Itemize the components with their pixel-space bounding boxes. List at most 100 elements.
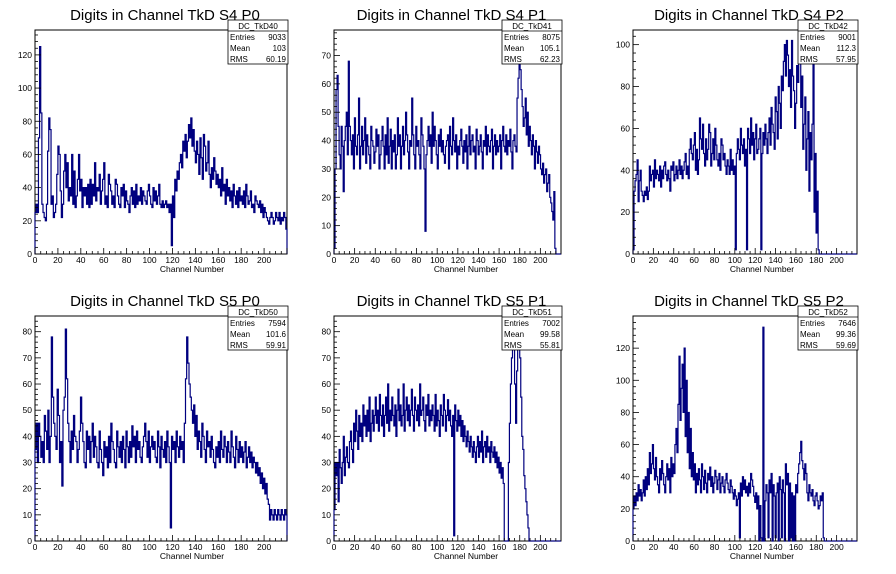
x-tick-label: 140 (188, 255, 202, 265)
stats-value-mean: 105.1 (540, 44, 561, 53)
stats-label-rms: RMS (800, 341, 818, 350)
x-tick-label: 200 (830, 255, 844, 265)
x-tick-label: 180 (234, 255, 248, 265)
stats-value-rms: 59.91 (266, 341, 287, 350)
x-tick-label: 60 (689, 542, 699, 552)
stats-label-mean: Mean (504, 44, 524, 53)
stats-name: DC_TkD52 (808, 308, 848, 317)
stats-label-rms: RMS (504, 341, 522, 350)
plot-frame (34, 29, 288, 255)
y-tick-label: 40 (322, 136, 332, 146)
stats-value-entries: 8075 (542, 33, 560, 42)
histogram-panel-2: Digits in Channel TkD S4 P10 20 40 60 80 100 1… (322, 7, 563, 274)
x-tick-label: 100 (728, 542, 742, 552)
stats-name: DC_TkD40 (238, 22, 278, 31)
x-tick-label: 0 (332, 542, 337, 552)
x-tick-label: 40 (76, 542, 86, 552)
x-tick-label: 160 (789, 255, 803, 265)
plot-frame (333, 29, 562, 255)
y-tick-label: 70 (322, 51, 332, 61)
x-tick-label: 80 (412, 542, 422, 552)
y-tick-label: 0 (625, 536, 630, 546)
stats-value-mean: 112.3 (837, 44, 857, 53)
x-tick-label: 120 (165, 255, 179, 265)
histogram-series-line (632, 326, 857, 542)
histogram-title: Digits in Channel TkD S5 P2 (654, 293, 844, 310)
histogram-series-line (34, 328, 288, 541)
stats-label-entries: Entries (504, 33, 529, 42)
y-tick-label: 80 (621, 407, 631, 417)
x-axis-label: Channel Number (160, 551, 224, 561)
histogram-title: Digits in Channel TkD S4 P1 (357, 7, 547, 24)
x-tick-label: 180 (513, 542, 527, 552)
x-tick-label: 80 (710, 255, 720, 265)
x-axis-label: Channel Number (730, 264, 794, 274)
y-tick-label: 20 (23, 216, 33, 226)
stats-box: DC_TkD50 Entries 7594 Mean 101.6 RMS 59.91 (227, 305, 289, 351)
x-tick-label: 0 (33, 542, 38, 552)
histogram-panel-5: Digits in Channel TkD S5 P10 20 40 60 80 100 1… (322, 293, 563, 561)
stats-label-entries: Entries (800, 319, 825, 328)
y-tick-label: 20 (621, 504, 631, 514)
stats-value-rms: 59.69 (836, 341, 857, 350)
histogram-series-line (632, 39, 857, 255)
stats-box: DC_TkD51 Entries 7002 Mean 99.58 RMS 55.81 (501, 305, 563, 351)
x-tick-label: 20 (649, 542, 659, 552)
stats-name: DC_TkD41 (512, 22, 552, 31)
y-tick-label: 10 (23, 510, 33, 520)
stats-box-frame (797, 305, 859, 351)
x-tick-label: 160 (492, 255, 506, 265)
y-tick-label: 0 (625, 249, 630, 259)
x-tick-label: 200 (830, 542, 844, 552)
stats-box-frame (797, 19, 859, 65)
x-tick-label: 100 (142, 255, 156, 265)
stats-label-rms: RMS (504, 55, 522, 64)
histogram-panel-1: Digits in Channel TkD S4 P0 0 20 40 60 80 100 1… (18, 7, 289, 274)
y-tick-label: 120 (616, 343, 630, 353)
stats-label-entries: Entries (800, 33, 825, 42)
x-tick-label: 20 (350, 255, 360, 265)
x-tick-label: 20 (53, 542, 63, 552)
y-tick-label: 70 (322, 353, 332, 363)
histogram-panel-3: Digits in Channel TkD S4 P2 0 20 40 60 80 100 1… (616, 7, 859, 274)
stats-value-entries: 9001 (838, 33, 856, 42)
stats-label-entries: Entries (230, 319, 255, 328)
y-tick-label: 120 (18, 50, 32, 60)
y-tick-label: 80 (23, 116, 33, 126)
stats-label-mean: Mean (800, 44, 820, 53)
stats-value-rms: 57.95 (836, 55, 857, 64)
stats-value-entries: 9033 (268, 33, 286, 42)
histogram-title: Digits in Channel TkD S5 P0 (70, 293, 260, 310)
y-tick-label: 60 (621, 440, 631, 450)
x-tick-label: 140 (768, 255, 782, 265)
stats-value-rms: 60.19 (266, 55, 287, 64)
stats-label-mean: Mean (800, 330, 820, 339)
stats-box-frame (227, 19, 289, 65)
x-tick-label: 160 (789, 542, 803, 552)
histogram-series-line (333, 32, 561, 255)
y-tick-label: 100 (616, 375, 630, 385)
y-tick-label: 80 (621, 82, 631, 92)
y-tick-label: 0 (27, 536, 32, 546)
histogram-panel-6: Digits in Channel TkD S5 P2 0 20 40 60 80 100 1… (616, 293, 859, 561)
y-tick-label: 50 (322, 107, 332, 117)
stats-label-rms: RMS (230, 55, 248, 64)
x-tick-label: 0 (631, 255, 636, 265)
y-tick-label: 100 (616, 40, 630, 50)
x-tick-label: 80 (710, 542, 720, 552)
x-tick-label: 200 (533, 255, 547, 265)
stats-label-rms: RMS (230, 341, 248, 350)
x-tick-label: 120 (748, 542, 762, 552)
x-tick-label: 160 (492, 542, 506, 552)
stats-box: DC_TkD42 Entries 9001 Mean 112.3 RMS 57.95 (797, 19, 859, 65)
stats-value-mean: 103 (273, 44, 287, 53)
y-tick-label: 20 (621, 207, 631, 217)
x-tick-label: 60 (99, 255, 109, 265)
stats-label-mean: Mean (230, 330, 250, 339)
histogram-title: Digits in Channel TkD S5 P1 (357, 293, 547, 310)
y-tick-label: 50 (322, 405, 332, 415)
y-tick-label: 0 (27, 249, 32, 259)
y-tick-label: 20 (23, 484, 33, 494)
stats-value-rms: 55.81 (540, 341, 561, 350)
x-tick-label: 120 (451, 255, 465, 265)
